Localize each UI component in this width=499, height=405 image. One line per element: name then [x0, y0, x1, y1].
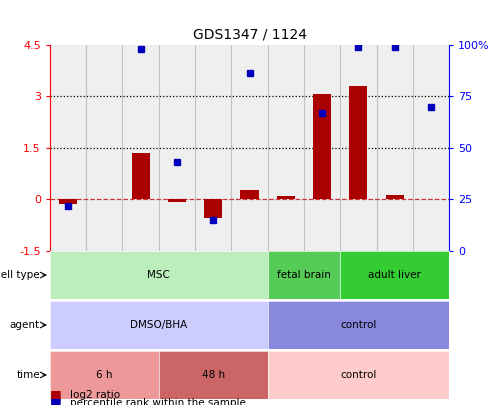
Title: GDS1347 / 1124: GDS1347 / 1124 — [193, 28, 306, 42]
Bar — [50, 45, 86, 251]
Bar — [86, 45, 122, 251]
Bar — [159, 45, 195, 251]
Bar — [340, 45, 377, 251]
Bar — [386, 195, 404, 200]
Text: control: control — [340, 370, 377, 380]
Text: percentile rank within the sample: percentile rank within the sample — [70, 398, 246, 405]
Text: log2 ratio: log2 ratio — [70, 390, 120, 400]
Bar — [413, 45, 449, 251]
Bar — [267, 45, 304, 251]
Bar — [59, 200, 77, 204]
Bar — [241, 190, 258, 200]
Text: fetal brain: fetal brain — [277, 270, 331, 280]
Text: time: time — [16, 370, 40, 380]
Bar — [122, 45, 159, 251]
Text: agent: agent — [10, 320, 40, 330]
Bar — [204, 200, 222, 218]
Bar — [232, 45, 267, 251]
Text: ■: ■ — [50, 388, 62, 401]
Bar — [195, 45, 232, 251]
Bar — [168, 200, 186, 202]
Text: 48 h: 48 h — [202, 370, 225, 380]
Bar — [132, 153, 150, 200]
Bar — [277, 196, 295, 200]
Bar — [377, 45, 413, 251]
Text: ■: ■ — [50, 396, 62, 405]
Bar — [304, 45, 340, 251]
Text: DMSO/BHA: DMSO/BHA — [130, 320, 188, 330]
Bar — [349, 86, 367, 200]
Text: adult liver: adult liver — [368, 270, 421, 280]
Text: MSC: MSC — [147, 270, 170, 280]
Text: cell type: cell type — [0, 270, 40, 280]
Text: control: control — [340, 320, 377, 330]
Bar — [313, 94, 331, 200]
Text: 6 h: 6 h — [96, 370, 113, 380]
